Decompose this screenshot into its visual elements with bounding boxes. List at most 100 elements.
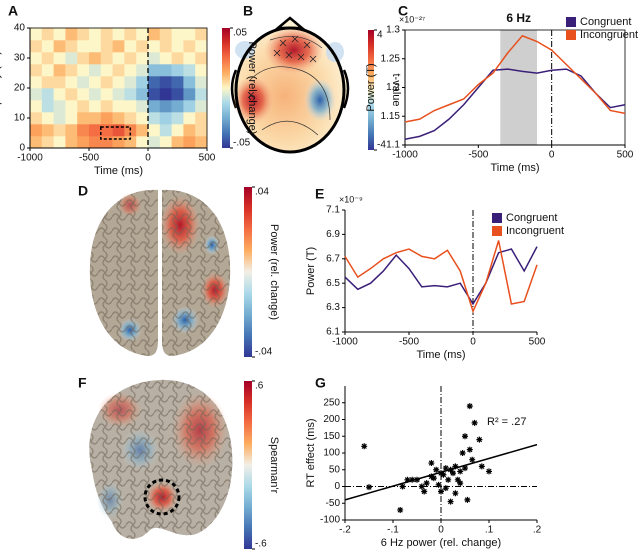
heatmap-cell	[136, 124, 149, 137]
scatter-point	[421, 488, 428, 495]
heatmap-cell	[159, 40, 172, 53]
heatmap-cell	[77, 112, 90, 125]
y-axis-label: Power (T)	[365, 63, 377, 111]
scatter-point	[462, 433, 468, 440]
scatter-point	[466, 403, 473, 410]
heatmap-cell	[100, 28, 113, 41]
colorbar-tick-label: .05	[233, 28, 247, 39]
heatmap-cell	[183, 28, 196, 41]
scatter-point	[452, 463, 459, 470]
y-tick-label: 6.3	[326, 302, 340, 313]
heatmap-cell	[41, 124, 54, 137]
y-tick-label: 30	[14, 53, 26, 64]
heatmap-cell	[124, 112, 137, 125]
heatmap-cell	[183, 100, 196, 113]
heatmap-cell	[89, 112, 102, 125]
heatmap-cell	[89, 100, 102, 113]
heatmap-cell	[183, 40, 196, 53]
y-tick-label: 1.1	[386, 140, 400, 151]
heatmap-cell	[159, 52, 172, 65]
y-tick-label: 6.1	[326, 327, 340, 338]
heatmap-cell	[148, 88, 161, 101]
heatmap-cell	[159, 76, 172, 89]
heatmap-cell	[89, 40, 102, 53]
heatmap-cell	[148, 100, 161, 113]
panel-letter: B	[243, 3, 253, 19]
heatmap-cell	[171, 88, 184, 101]
legend-swatch	[566, 30, 576, 40]
panel-letter: D	[78, 183, 88, 199]
y-tick-label: 100	[323, 448, 340, 459]
heatmap-cell	[53, 64, 66, 77]
heatmap-cell	[65, 52, 78, 65]
heatmap-cell	[112, 88, 125, 101]
heatmap-cell	[112, 100, 125, 113]
heatmap-cell	[100, 40, 113, 53]
heatmap-cell	[65, 136, 78, 149]
heatmap-cell	[100, 64, 113, 77]
y-tick-label: 6.5	[326, 278, 340, 289]
scatter-point	[450, 470, 456, 477]
heatmap-cell	[30, 28, 43, 41]
scatter-point	[428, 460, 435, 467]
brain-top	[89, 189, 231, 356]
heatmap-cell	[77, 88, 90, 101]
scatter-point	[414, 476, 420, 483]
scatter-point	[447, 466, 454, 473]
heatmap-cell	[65, 112, 78, 125]
heatmap-cell	[124, 100, 137, 113]
heatmap-cell	[195, 124, 208, 137]
heatmap-cell	[136, 112, 149, 125]
scatter-point	[452, 490, 459, 497]
y-axis-label: Frequency (hz)	[0, 51, 2, 125]
y-tick-label: 10	[14, 113, 26, 124]
heatmap-cell	[148, 112, 161, 125]
heatmap-cell	[195, 52, 208, 65]
heatmap-cell	[89, 28, 102, 41]
y-axis-label: Power (T)	[305, 247, 317, 295]
heatmap-cell	[183, 64, 196, 77]
x-tick-label: 0	[145, 153, 151, 164]
heatmap-cell	[30, 64, 43, 77]
scatter-point	[442, 485, 449, 492]
x-tick-label: -500	[468, 150, 488, 161]
heatmap-cell	[65, 124, 78, 137]
heatmap-cell	[112, 52, 125, 65]
scatter-point	[478, 463, 485, 470]
scatter-point	[397, 506, 404, 513]
heatmap-cell	[41, 52, 54, 65]
heatmap-cell	[30, 88, 43, 101]
heatmap-cell	[171, 124, 184, 137]
heatmap-cell	[171, 64, 184, 77]
colorbar-tick-label: .6	[255, 381, 264, 392]
colorbar	[244, 381, 252, 549]
scatter-point	[471, 419, 478, 426]
heatmap-cell	[171, 112, 184, 125]
y-exponent: ×10⁻⁹	[339, 194, 363, 204]
y-tick-label: 1.2	[386, 82, 400, 93]
y-tick-label: 1.25	[381, 53, 401, 64]
x-tick-label: -1000	[332, 337, 358, 348]
heatmap-cell	[112, 40, 125, 53]
colorbar-label: t-value	[390, 73, 402, 106]
x-axis-label: Time (ms)	[490, 162, 539, 174]
heatmap-cell	[77, 136, 90, 149]
heatmap-cell	[124, 64, 137, 77]
colorbar	[368, 30, 374, 150]
legend-label: Incongruent	[506, 225, 564, 237]
heatmap-cell	[159, 136, 172, 149]
heatmap-cell	[136, 40, 149, 53]
scatter-point	[454, 476, 461, 483]
legend-swatch	[566, 17, 576, 27]
y-tick-label: 0	[19, 143, 25, 154]
colorbar-tick-label: -.04	[255, 347, 273, 358]
heatmap-cell	[136, 76, 149, 89]
heatmap-cell	[41, 40, 54, 53]
x-tick-label: .2	[533, 525, 542, 536]
heatmap-cell	[53, 28, 66, 41]
scatter-point	[457, 480, 464, 487]
heatmap-cell	[171, 76, 184, 89]
heatmap-cell	[195, 40, 208, 53]
heatmap-cell	[195, 28, 208, 41]
x-tick-label: -500	[79, 153, 99, 164]
